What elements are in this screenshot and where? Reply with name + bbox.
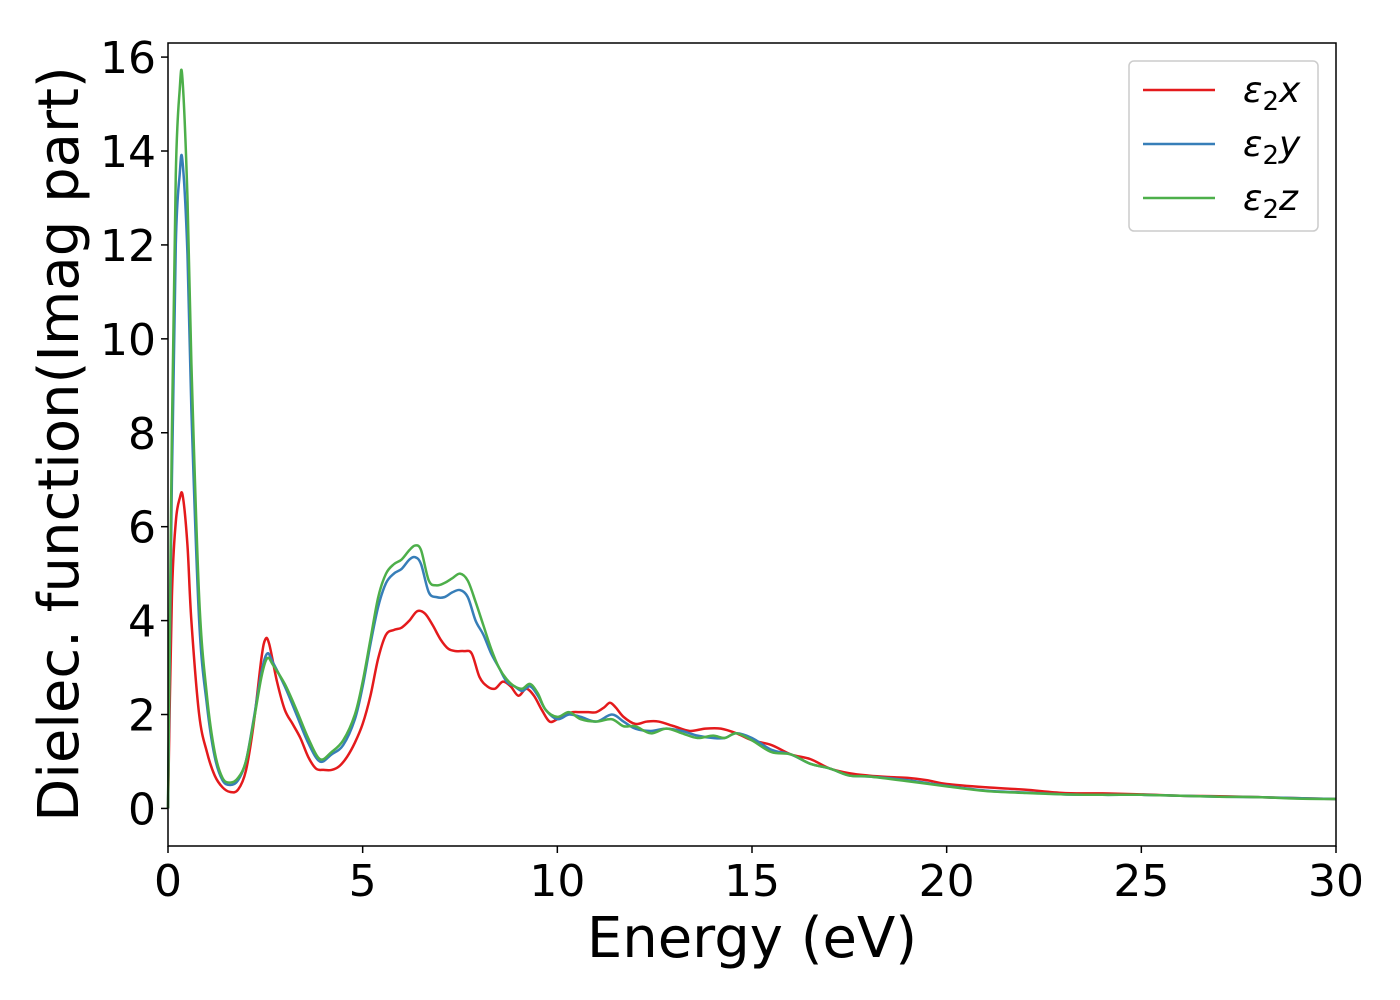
legend-entry-x: ε2x [1243,70,1301,117]
x-tick-label: 0 [154,856,182,907]
legend-entry-z: ε2z [1243,178,1299,225]
x-tick-label: 30 [1308,856,1364,907]
x-tick-label: 10 [529,856,585,907]
y-tick-label: 12 [100,221,156,272]
y-tick-label: 8 [128,409,156,460]
x-tick-label: 25 [1113,856,1169,907]
y-axis-label: Dielec. function(Imag part) [27,66,92,822]
x-axis-label: Energy (eV) [587,906,917,971]
ticks-layer: 0 5 10 15 20 25 30 0 2 4 6 8 10 12 14 16 [100,33,1364,907]
legend-entry-y: ε2y [1243,124,1301,171]
y-tick-label: 4 [128,597,156,648]
legend-box [1128,60,1319,232]
y-tick-label: 10 [100,315,156,366]
legend: ε2x ε2y ε2z [1128,60,1319,232]
series-line-z [166,68,1337,809]
x-tick-label: 15 [724,856,780,907]
y-tick-label: 16 [100,33,156,84]
series-layer [166,68,1337,809]
y-tick-label: 0 [128,784,156,835]
y-tick-label: 14 [100,127,156,178]
x-tick-label: 5 [349,856,377,907]
y-tick-label: 2 [128,691,156,742]
y-tick-label: 6 [128,503,156,554]
x-tick-label: 20 [919,856,975,907]
